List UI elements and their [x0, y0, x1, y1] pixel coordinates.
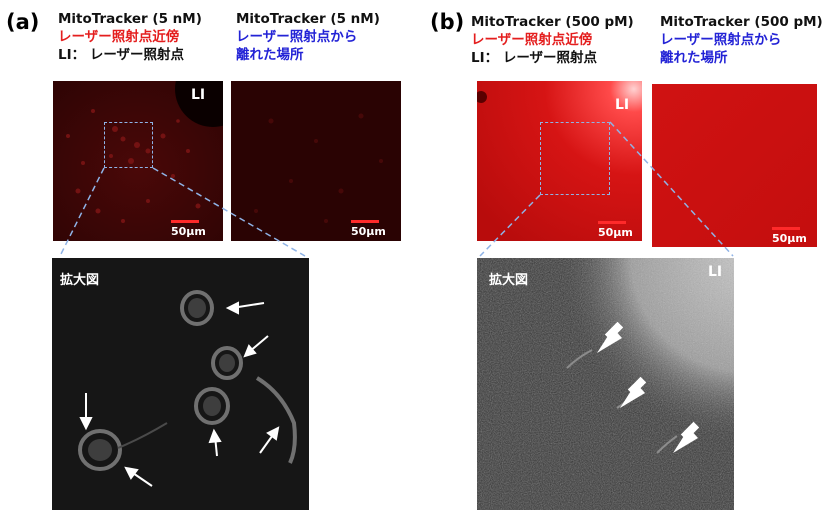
panel-a-scale-label-right: 50μm — [351, 225, 386, 238]
panel-b-zoom-li-mark: LI — [708, 264, 723, 280]
panel-b-li-mark: LI — [615, 97, 630, 113]
panel-a-label: (a) — [6, 10, 40, 34]
panel-a-left-title: MitoTracker (5 nM) — [58, 11, 202, 27]
panel-b-right-title: MitoTracker (500 pM) — [660, 14, 823, 30]
panel-b-right-sub-1: レーザー照射点から — [660, 32, 782, 48]
panel-b-left-sub-black: LI： レーザー照射点 — [471, 50, 598, 66]
panel-a-scale-bar-left — [171, 220, 199, 223]
panel-a-scale-bar-right — [351, 220, 379, 223]
panel-b-scale-bar-left — [598, 221, 626, 224]
panel-b-scale-label-left: 50μm — [598, 226, 633, 239]
panel-a-right-sub-2: 離れた場所 — [236, 47, 304, 63]
panel-b-zoom-label: 拡大図 — [489, 273, 529, 288]
panel-a-right-title: MitoTracker (5 nM) — [236, 11, 380, 27]
panel-b-left-sub-red: レーザー照射点近傍 — [471, 32, 593, 48]
panel-a-left-caption: MitoTracker (5 nM) レーザー照射点近傍 LI： レーザー照射点 — [58, 10, 202, 64]
panel-a-left-sub-black: LI： レーザー照射点 — [58, 47, 185, 63]
panel-b-left-caption: MitoTracker (500 pM) レーザー照射点近傍 LI： レーザー照… — [471, 13, 634, 67]
panel-b-right-caption: MitoTracker (500 pM) レーザー照射点から 離れた場所 — [660, 13, 823, 67]
panel-a-scale-label-left: 50μm — [171, 225, 206, 238]
panel-b-scale-label-right: 50μm — [772, 232, 807, 245]
panel-a-left-sub-red: レーザー照射点近傍 — [58, 29, 180, 45]
panel-a-zoom-label: 拡大図 — [60, 273, 100, 288]
panel-b-scale-bar-right — [772, 227, 800, 230]
panel-a-far-image: 50μm — [231, 81, 401, 241]
panel-b-label: (b) — [430, 10, 465, 34]
panel-b-far-image: 50μm — [652, 84, 817, 247]
panel-b-roi-box — [540, 122, 610, 195]
panel-b-right-sub-2: 離れた場所 — [660, 50, 728, 66]
panel-a-zoom-image: 拡大図 — [52, 258, 309, 510]
panel-b-left-title: MitoTracker (500 pM) — [471, 14, 634, 30]
panel-a-right-caption: MitoTracker (5 nM) レーザー照射点から 離れた場所 — [236, 10, 380, 64]
panel-a-right-sub-1: レーザー照射点から — [236, 29, 358, 45]
panel-a-li-mark: LI — [191, 87, 206, 103]
panel-a-roi-box — [104, 122, 153, 168]
panel-b-zoom-image: 拡大図 LI — [477, 258, 734, 510]
